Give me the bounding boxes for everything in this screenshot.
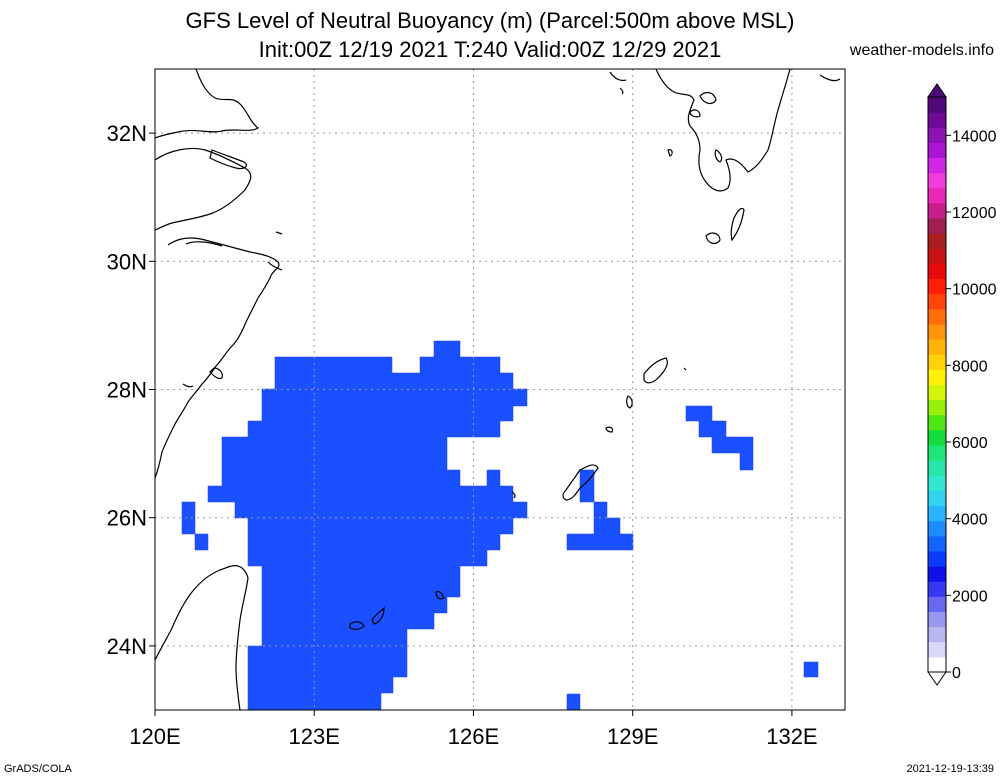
lon-tick-label: 132E <box>766 724 817 749</box>
colorbar-swatch <box>928 309 946 325</box>
colorbar-swatch <box>928 627 946 643</box>
colorbar-swatch <box>928 506 946 522</box>
lat-tick-label: 30N <box>107 249 147 274</box>
lat-tick-label: 28N <box>107 378 147 403</box>
lat-tick-label: 24N <box>107 634 147 659</box>
colorbar-swatch <box>928 203 946 219</box>
colorbar-max-arrow <box>928 84 946 97</box>
field-main-region <box>208 341 527 710</box>
lat-tick-label: 32N <box>107 121 147 146</box>
colorbar-swatch <box>928 445 946 461</box>
colorbar-swatch <box>928 581 946 597</box>
colorbar-swatch <box>928 551 946 567</box>
colorbar-swatch <box>928 354 946 370</box>
colorbar-swatch <box>928 611 946 627</box>
colorbar-swatch <box>928 324 946 340</box>
colorbar-swatch <box>928 339 946 355</box>
field-cell-south <box>567 694 580 710</box>
field-cell-southeast <box>804 662 818 677</box>
colorbar-swatch <box>928 294 946 310</box>
lon-tick-label: 129E <box>607 724 658 749</box>
colorbar-swatch <box>928 596 946 612</box>
colorbar-label: 0 <box>952 665 961 682</box>
lon-tick-label: 120E <box>129 724 180 749</box>
colorbar-label: 8000 <box>952 358 988 375</box>
buoyancy-field <box>182 341 818 710</box>
colorbar-swatch <box>928 642 946 658</box>
colorbar: 0 2000 4000 6000 8000 10000 12000 14000 <box>928 84 997 685</box>
field-east-region <box>686 406 753 470</box>
colorbar-label: 12000 <box>952 205 997 222</box>
coastline-taiwan <box>155 566 248 710</box>
colorbar-swatch <box>928 521 946 537</box>
lon-tick-label: 126E <box>448 724 499 749</box>
field-west-cells <box>182 502 208 550</box>
colorbar-swatch <box>928 142 946 158</box>
colorbar-swatch <box>928 173 946 189</box>
colorbar-swatch <box>928 400 946 416</box>
colorbar-swatch <box>928 218 946 234</box>
colorbar-swatch <box>928 566 946 582</box>
colorbar-swatch <box>928 97 946 113</box>
colorbar-swatch <box>928 415 946 431</box>
colorbar-swatch <box>928 385 946 401</box>
colorbar-swatch <box>928 536 946 552</box>
colorbar-swatch <box>928 188 946 204</box>
colorbar-swatch <box>928 112 946 128</box>
colorbar-swatch <box>928 490 946 506</box>
field-ryukyu-region <box>567 470 633 550</box>
coastline-china <box>155 69 258 138</box>
colorbar-swatch <box>928 127 946 143</box>
colorbar-label: 4000 <box>952 512 988 529</box>
colorbar-label: 6000 <box>952 435 988 452</box>
timestamp-label: 2021-12-19-13:39 <box>907 763 994 775</box>
colorbar-swatch <box>928 279 946 295</box>
colorbar-swatch <box>928 233 946 249</box>
colorbar-swatch <box>928 475 946 491</box>
colorbar-label: 10000 <box>952 282 997 299</box>
colorbar-label: 2000 <box>952 588 988 605</box>
lon-tick-label: 123E <box>289 724 340 749</box>
colorbar-min-arrow <box>928 672 946 685</box>
colorbar-swatch <box>928 263 946 279</box>
colorbar-swatch <box>928 158 946 174</box>
credit-label: GrADS/COLA <box>4 763 72 775</box>
lat-tick-label: 26N <box>107 506 147 531</box>
map-canvas: 120E 123E 126E 129E 132E 24N 26N 28N 30N 32N 0 200… <box>0 0 1000 779</box>
coastline-japan <box>656 69 790 191</box>
colorbar-swatch <box>928 657 946 673</box>
colorbar-swatch <box>928 430 946 446</box>
colorbar-label: 14000 <box>952 128 997 145</box>
colorbar-swatch <box>928 460 946 476</box>
colorbar-swatch <box>928 248 946 264</box>
colorbar-swatch <box>928 369 946 385</box>
